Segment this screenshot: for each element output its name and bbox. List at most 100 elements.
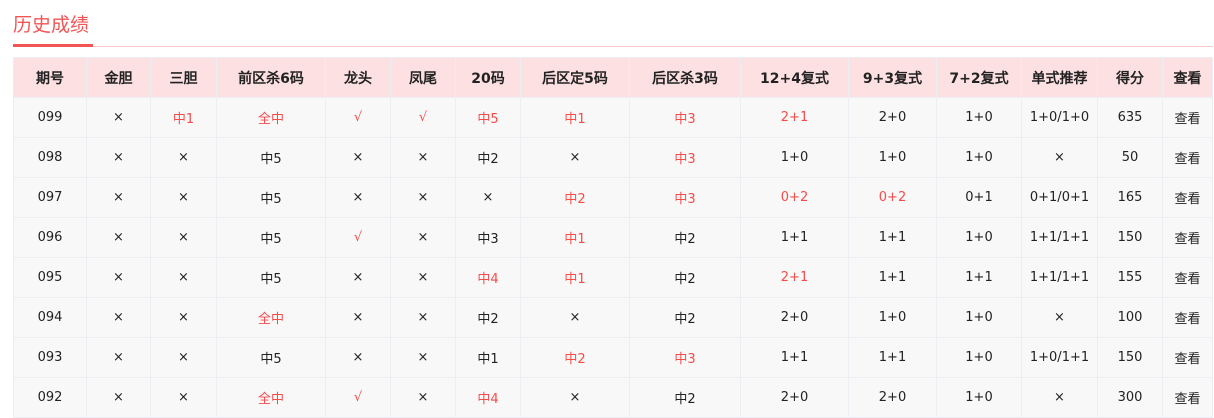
- table-cell: 中2: [629, 257, 741, 298]
- table-cell: ×: [390, 377, 456, 418]
- table-cell: ×: [390, 257, 456, 298]
- table-cell: ×: [86, 297, 151, 338]
- title-underline: [13, 44, 93, 47]
- table-cell: 1+0: [936, 297, 1022, 338]
- table-cell: 093: [13, 337, 87, 378]
- history-table: 期号 金胆 三胆 前区杀6码 龙头 凤尾 20码 后区定5码 后区杀3码 12+4复式 9+3复式 7…: [13, 57, 1213, 418]
- table-cell: 中1: [520, 257, 630, 298]
- column-header: 9+3复式: [848, 57, 937, 98]
- table-cell: ×: [325, 137, 391, 178]
- table-cell: 中5: [216, 257, 326, 298]
- table-cell: 097: [13, 177, 87, 218]
- table-cell: 1+1: [936, 257, 1022, 298]
- table-cell: 635: [1097, 97, 1163, 138]
- column-header: 单式推荐: [1021, 57, 1098, 98]
- table-cell: 098: [13, 137, 87, 178]
- table-cell: 1+1: [848, 217, 937, 258]
- table-cell: 0+2: [848, 177, 937, 218]
- table-cell: 1+0: [936, 377, 1022, 418]
- table-cell: 中1: [150, 97, 217, 138]
- table-row: 092 × × 全中 √ × 中4 × 中2 2+0 2+0 1+0 × 300 查看: [13, 377, 1213, 418]
- table-row: 093 × × 中5 × × 中1 中2 中3 1+1 1+1 1+0 1+0/1+1 150 查看: [13, 337, 1213, 378]
- table-cell: ×: [390, 297, 456, 338]
- table-row: 097 × × 中5 × × × 中2 中3 0+2 0+2 0+1 0+1/0+1 165 查看: [13, 177, 1213, 218]
- table-cell: 096: [13, 217, 87, 258]
- table-cell: 094: [13, 297, 87, 338]
- table-cell: ×: [150, 137, 217, 178]
- table-row: 094 × × 全中 × × 中2 × 中2 2+0 1+0 1+0 × 100 查看: [13, 297, 1213, 338]
- table-cell: 50: [1097, 137, 1163, 178]
- table-cell: 2+0: [740, 377, 849, 418]
- table-cell: 1+0: [740, 137, 849, 178]
- view-link[interactable]: 查看: [1162, 217, 1213, 258]
- table-cell: 1+0: [936, 217, 1022, 258]
- table-row: 096 × × 中5 √ × 中3 中1 中2 1+1 1+1 1+0 1+1/1+1 150 查看: [13, 217, 1213, 258]
- table-cell: 1+1/1+1: [1021, 217, 1098, 258]
- table-cell: ×: [390, 177, 456, 218]
- table-cell: 1+1: [848, 337, 937, 378]
- table-cell: ×: [390, 337, 456, 378]
- view-link[interactable]: 查看: [1162, 257, 1213, 298]
- table-cell: ×: [150, 377, 217, 418]
- table-cell: 300: [1097, 377, 1163, 418]
- table-cell: 中2: [455, 137, 521, 178]
- column-header: 7+2复式: [936, 57, 1022, 98]
- table-cell: 中5: [216, 337, 326, 378]
- table-cell: ×: [520, 297, 630, 338]
- table-cell: 1+0/1+1: [1021, 337, 1098, 378]
- table-row: 099 × 中1 全中 √ √ 中5 中1 中3 2+1 2+0 1+0 1+0/1+0 635 查看: [13, 97, 1213, 138]
- table-cell: 中3: [629, 337, 741, 378]
- table-cell: 1+0: [936, 337, 1022, 378]
- table-cell: √: [325, 217, 391, 258]
- table-cell: ×: [1021, 377, 1098, 418]
- table-cell: 165: [1097, 177, 1163, 218]
- table-cell: 全中: [216, 377, 326, 418]
- table-cell: 2+0: [848, 377, 937, 418]
- table-cell: 中2: [629, 377, 741, 418]
- table-cell: ×: [325, 177, 391, 218]
- table-cell: 1+0/1+0: [1021, 97, 1098, 138]
- table-cell: 1+1: [740, 337, 849, 378]
- table-cell: 092: [13, 377, 87, 418]
- view-link[interactable]: 查看: [1162, 137, 1213, 178]
- table-cell: 中1: [520, 217, 630, 258]
- table-cell: 2+0: [740, 297, 849, 338]
- table-cell: ×: [86, 97, 151, 138]
- view-link[interactable]: 查看: [1162, 377, 1213, 418]
- table-cell: 1+0: [936, 97, 1022, 138]
- table-cell: ×: [86, 137, 151, 178]
- table-cell: 中5: [455, 97, 521, 138]
- table-cell: √: [325, 377, 391, 418]
- table-cell: ×: [455, 177, 521, 218]
- view-link[interactable]: 查看: [1162, 337, 1213, 378]
- table-header: 期号 金胆 三胆 前区杀6码 龙头 凤尾 20码 后区定5码 后区杀3码 12+4复式 9+3复式 7…: [13, 57, 1213, 98]
- table-cell: 全中: [216, 97, 326, 138]
- table-cell: 150: [1097, 217, 1163, 258]
- table-cell: 2+1: [740, 97, 849, 138]
- column-header: 得分: [1097, 57, 1163, 98]
- column-header: 后区定5码: [520, 57, 630, 98]
- view-link[interactable]: 查看: [1162, 97, 1213, 138]
- table-cell: 1+0: [936, 137, 1022, 178]
- table-cell: 中5: [216, 177, 326, 218]
- table-cell: 2+0: [848, 97, 937, 138]
- table-cell: ×: [1021, 297, 1098, 338]
- table-cell: 中4: [455, 257, 521, 298]
- table-cell: √: [325, 97, 391, 138]
- table-cell: ×: [390, 217, 456, 258]
- table-cell: 中3: [629, 137, 741, 178]
- table-cell: 中2: [629, 297, 741, 338]
- view-link[interactable]: 查看: [1162, 177, 1213, 218]
- table-cell: ×: [520, 137, 630, 178]
- table-row: 095 × × 中5 × × 中4 中1 中2 2+1 1+1 1+1 1+1/1+1 155 查看: [13, 257, 1213, 298]
- column-header: 后区杀3码: [629, 57, 741, 98]
- table-cell: 1+0: [848, 297, 937, 338]
- view-link[interactable]: 查看: [1162, 297, 1213, 338]
- section-header: 历史成绩: [13, 0, 1213, 47]
- table-cell: ×: [325, 337, 391, 378]
- table-cell: 1+1: [848, 257, 937, 298]
- table-cell: 中5: [216, 217, 326, 258]
- table-cell: 中3: [455, 217, 521, 258]
- table-cell: 095: [13, 257, 87, 298]
- table-cell: ×: [150, 297, 217, 338]
